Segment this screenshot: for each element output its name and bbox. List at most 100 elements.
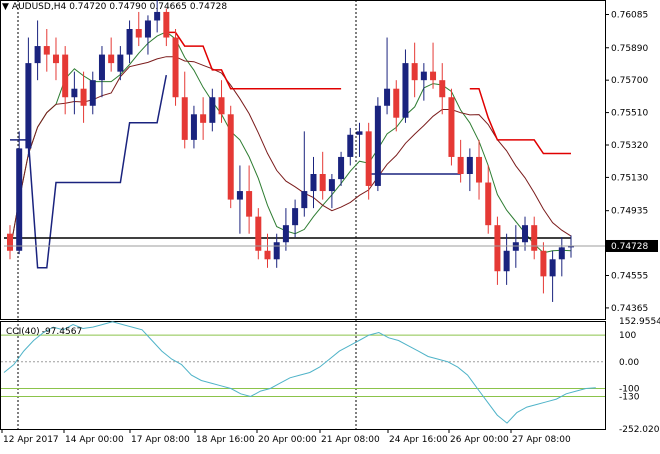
cci-axis-label-1: 100 — [619, 331, 636, 341]
high-value: 0.74790 — [109, 2, 147, 12]
candle-body-52 — [485, 182, 492, 226]
candle-body-30 — [282, 225, 289, 243]
trailing-stop-down-1 — [166, 31, 342, 90]
price-label-4: 0.75320 — [611, 141, 648, 151]
candle-body-8 — [80, 88, 87, 106]
candle-body-16 — [154, 11, 161, 21]
candle-body-5 — [52, 54, 59, 64]
candle-body-31 — [292, 208, 299, 226]
candle-body-58 — [540, 250, 547, 277]
current-price-box — [606, 239, 658, 252]
candle-body-54 — [503, 250, 510, 272]
candle-body-42 — [393, 88, 400, 118]
cci-header: CCI(40) -97.4567 — [6, 327, 84, 337]
ma-fast-line — [9, 31, 572, 254]
candle-body-12 — [117, 54, 124, 72]
candle-body-49 — [457, 156, 464, 174]
time-label-5: 21 Apr 08:00 — [321, 435, 380, 445]
candle-body-10 — [98, 54, 105, 81]
cci-axis-label-2: 0.00 — [619, 358, 639, 368]
candle-body-43 — [402, 63, 409, 118]
candle-body-23 — [218, 97, 225, 115]
price-label-1: 0.75890 — [611, 44, 648, 54]
candle-body-0 — [7, 233, 13, 251]
candle-body-24 — [227, 114, 234, 200]
candle-body-57 — [531, 225, 538, 251]
trailing-stop-up-1 — [10, 74, 168, 269]
candle-body-11 — [108, 54, 115, 64]
main-panel-frame — [0, 0, 606, 320]
cci-axis-label-4: -130 — [619, 392, 640, 402]
cci-title: CCI(40) — [6, 327, 40, 337]
cci-axis-label-3: -100 — [619, 384, 640, 394]
trailing-stop-down-2 — [469, 87, 571, 155]
time-label-6: 24 Apr 16:00 — [389, 435, 448, 445]
time-label-2: 17 Apr 08:00 — [131, 435, 190, 445]
price-label-7: 0.74555 — [611, 272, 648, 282]
price-label-6: 0.74935 — [611, 207, 648, 217]
candle-body-34 — [319, 174, 326, 192]
candle-body-59 — [549, 259, 556, 277]
price-label-2: 0.75700 — [611, 76, 648, 86]
candle-body-2 — [25, 63, 32, 149]
candle-body-6 — [62, 54, 69, 98]
candle-body-33 — [310, 174, 317, 192]
candle-body-40 — [374, 105, 381, 186]
candle-body-38 — [356, 131, 363, 135]
candle-body-46 — [430, 71, 437, 81]
candle-body-27 — [255, 216, 262, 251]
candle-body-28 — [264, 250, 271, 260]
time-label-1: 14 Apr 00:00 — [65, 435, 124, 445]
candle-body-13 — [126, 29, 133, 55]
candle-body-7 — [71, 88, 78, 98]
cci-panel-frame — [0, 321, 606, 430]
candle-body-61 — [568, 245, 574, 248]
close-value: 0.74728 — [189, 2, 228, 12]
candle-body-20 — [190, 114, 197, 140]
current-price-label: 0.74728 — [611, 242, 648, 252]
candle-body-25 — [236, 191, 243, 200]
candle-body-4 — [43, 46, 50, 55]
candle-body-50 — [466, 156, 473, 174]
time-label-3: 18 Apr 16:00 — [196, 435, 255, 445]
candle-body-18 — [172, 37, 179, 98]
ma-slow-line — [9, 56, 572, 251]
candle-body-26 — [246, 191, 253, 217]
candle-body-39 — [365, 131, 372, 186]
candle-body-1 — [16, 148, 23, 251]
symbol-label: AUDUSD,H4 — [11, 2, 67, 12]
candle-body-51 — [476, 156, 483, 183]
candle-body-56 — [522, 225, 529, 243]
candle-body-32 — [301, 191, 308, 209]
candle-body-47 — [439, 80, 446, 98]
candle-body-19 — [181, 97, 188, 140]
low-value: 0.74665 — [149, 2, 187, 12]
candle-body-53 — [494, 225, 501, 272]
triangle-down-icon[interactable]: ▼ — [2, 2, 9, 12]
price-label-0: 0.76085 — [611, 11, 648, 21]
candle-body-15 — [144, 20, 151, 38]
candle-body-14 — [135, 29, 142, 38]
open-value: 0.74720 — [69, 2, 107, 12]
candle-body-35 — [328, 179, 335, 192]
chart-header: ▼ AUDUSD,H4 0.74720 0.74790 0.74665 0.74728 — [2, 2, 230, 12]
price-label-5: 0.75130 — [611, 173, 648, 183]
time-label-7: 26 Apr 00:00 — [450, 435, 509, 445]
candle-body-36 — [338, 156, 345, 180]
candle-body-17 — [163, 11, 170, 38]
candle-body-9 — [89, 80, 96, 106]
cci-axis-label-0: 152.9554 — [619, 317, 660, 327]
price-label-3: 0.75510 — [611, 109, 648, 119]
cci-value: -97.4567 — [41, 327, 83, 337]
candle-body-60 — [558, 247, 565, 260]
candle-body-44 — [411, 63, 418, 81]
candle-body-48 — [448, 97, 455, 157]
candle-body-21 — [200, 114, 207, 123]
candle-body-22 — [209, 97, 216, 123]
candle-body-3 — [34, 46, 41, 64]
cci-line — [3, 321, 596, 424]
candle-body-37 — [347, 134, 354, 157]
candle-body-41 — [384, 88, 391, 106]
